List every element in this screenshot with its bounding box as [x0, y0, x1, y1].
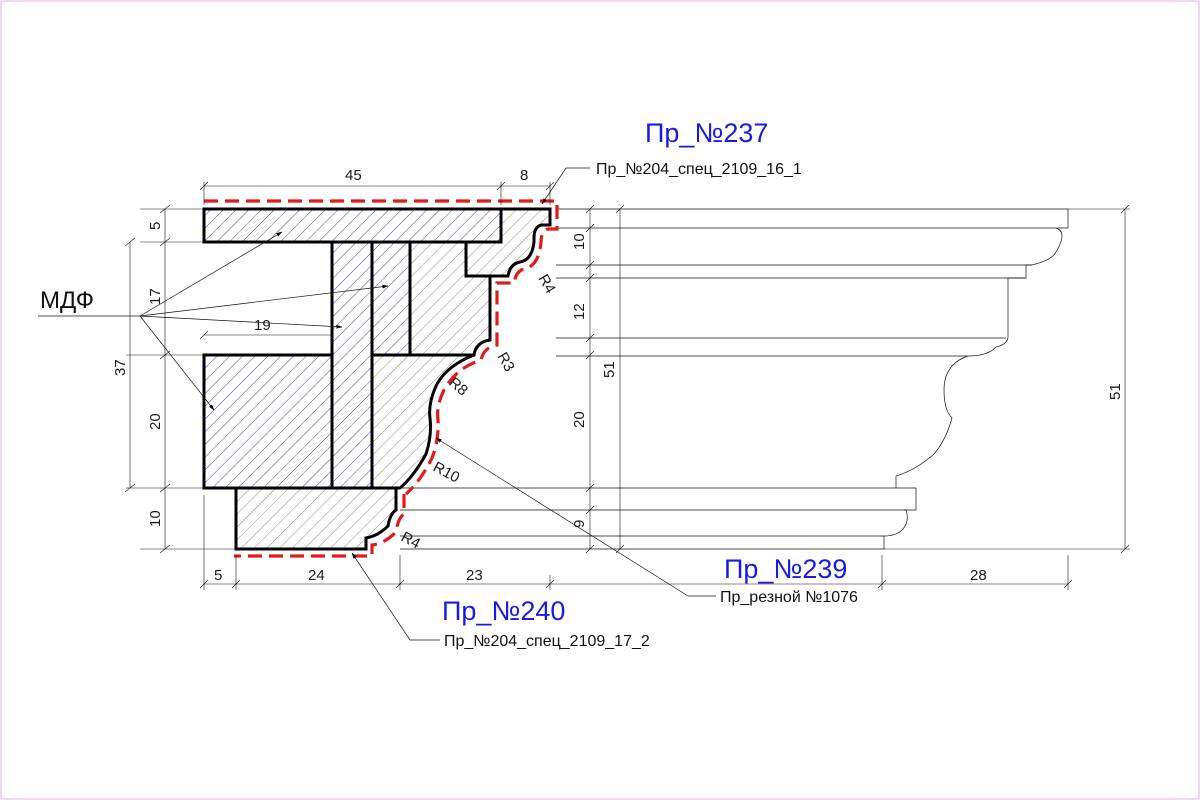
- dim-bottom-5: 5: [214, 567, 222, 584]
- dimension-lines: [124, 181, 1130, 590]
- radius-r3: R3: [494, 350, 518, 375]
- callout-bottom: Пр_№204_спец_2109_17_2: [444, 633, 650, 650]
- profile-239-label: Пр_№239: [724, 554, 847, 584]
- dim-mid-9: 9: [571, 520, 588, 528]
- dim-left-20: 20: [147, 413, 164, 430]
- dim-top-width: 45: [345, 167, 362, 184]
- profile-237-label: Пр_№237: [645, 118, 768, 148]
- bottom-moulding: [236, 488, 396, 549]
- dim-left-17: 17: [147, 288, 164, 305]
- radius-r8: R8: [445, 374, 471, 399]
- inner-board: [372, 242, 410, 355]
- leader-lines: [38, 167, 716, 641]
- left-block: [204, 355, 332, 488]
- callout-top: Пр_№204_спец_2109_16_1: [596, 161, 802, 178]
- dim-mid-20: 20: [571, 411, 588, 428]
- dim-top-right: 8: [520, 167, 528, 184]
- dim-bottom-28: 28: [970, 567, 987, 584]
- section-hatching: [204, 209, 550, 549]
- vertical-post: [332, 242, 372, 488]
- dim-left-5: 5: [147, 222, 164, 230]
- top-moulding: [466, 209, 550, 276]
- dim-left-10: 10: [147, 510, 164, 527]
- dim-mid-12: 12: [571, 303, 588, 320]
- radius-r4-top: R4: [535, 272, 559, 297]
- section-outlines: [202, 207, 552, 551]
- dim-left-19: 19: [254, 317, 271, 334]
- elevation-view: [400, 208, 1069, 550]
- middle-moulding: [410, 242, 490, 355]
- dim-mid-51: 51: [601, 361, 618, 378]
- cove-moulding: [372, 355, 466, 488]
- dim-right-51: 51: [1107, 383, 1124, 400]
- dim-bottom-24: 24: [308, 567, 325, 584]
- profile-240-label: Пр_№240: [442, 596, 565, 626]
- callout-middle: Пр_резной №1076: [720, 589, 858, 606]
- red-profile-outline: [204, 199, 559, 558]
- dim-left-37: 37: [112, 359, 129, 376]
- dim-bottom-23: 23: [466, 567, 483, 584]
- dim-mid-10: 10: [571, 233, 588, 250]
- top-board: [204, 209, 501, 242]
- material-label: МДФ: [40, 287, 94, 314]
- radius-r10: R10: [430, 459, 462, 487]
